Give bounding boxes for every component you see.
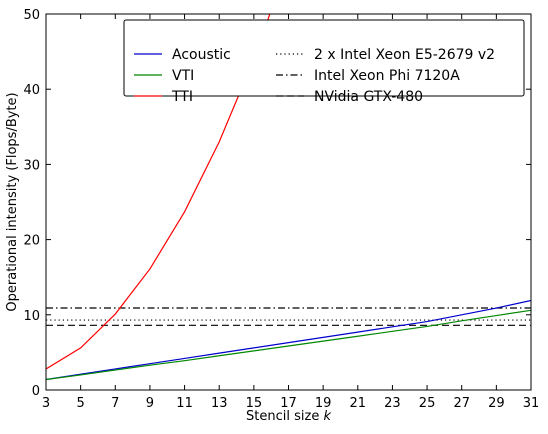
x-axis-label: Stencil size k xyxy=(246,409,331,424)
legend-label-vti: VTI xyxy=(172,68,194,84)
legend-label-reference-1: 2 x Intel Xeon E5-2679 v2 xyxy=(314,47,495,63)
y-tick-label: 40 xyxy=(23,83,40,98)
legend: Acoustic VTI TTI 2 x Intel Xeon E5-2679 v2 I… xyxy=(123,19,525,105)
x-tick-label: 31 xyxy=(523,396,540,411)
x-tick-label: 7 xyxy=(111,396,119,411)
y-tick-label: 0 xyxy=(32,384,40,399)
y-tick-label: 10 xyxy=(23,309,40,324)
x-tick-label: 25 xyxy=(419,396,436,411)
x-tick-label: 21 xyxy=(350,396,367,411)
legend-label-acoustic: Acoustic xyxy=(172,47,231,63)
y-axis-label: Operational intensity (Flops/Byte) xyxy=(5,92,20,311)
y-tick-label: 20 xyxy=(23,234,40,249)
legend-label-reference-2: Intel Xeon Phi 7120A xyxy=(314,68,460,84)
x-tick-label: 5 xyxy=(77,396,85,411)
x-tick-label: 29 xyxy=(488,396,505,411)
x-tick-label: 3 xyxy=(42,396,50,411)
x-tick-label: 9 xyxy=(146,396,154,411)
x-tick-label: 11 xyxy=(176,396,193,411)
x-tick-label: 19 xyxy=(315,396,332,411)
x-tick-label: 27 xyxy=(453,396,470,411)
legend-label-tti: TTI xyxy=(171,89,193,105)
axis-ticks: 3 5 7 9 11 13 15 17 19 21 23 25 27 29 31 0 10 20 30 40 50 xyxy=(23,8,539,411)
series-line-vti xyxy=(46,309,531,381)
x-tick-label: 13 xyxy=(211,396,228,411)
x-tick-label: 15 xyxy=(246,396,263,411)
series-line-acoustic xyxy=(46,299,531,381)
legend-label-reference-3: NVidia GTX-480 xyxy=(314,89,423,105)
x-tick-label: 23 xyxy=(384,396,401,411)
legend-box xyxy=(123,19,525,97)
y-tick-label: 30 xyxy=(23,158,40,173)
y-tick-label: 50 xyxy=(23,8,40,23)
x-tick-label: 17 xyxy=(280,396,297,411)
